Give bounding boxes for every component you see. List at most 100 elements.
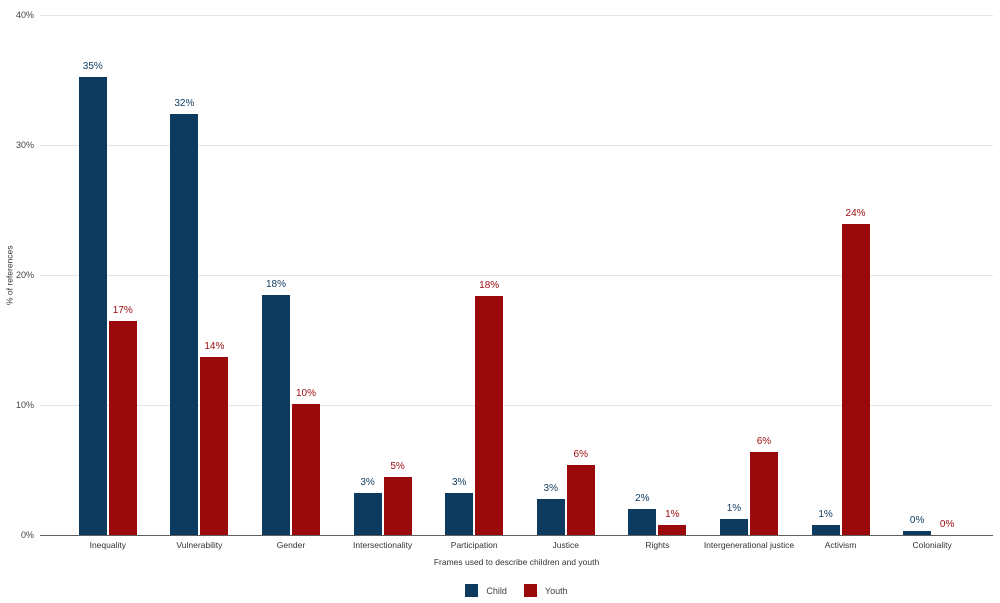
value-label-child-intergenerational-justice: 1% xyxy=(726,503,742,515)
bar-youth-activism xyxy=(841,224,870,535)
bar-wrap-child-vulnerability: 32% xyxy=(170,15,199,535)
bar-child-rights xyxy=(628,509,657,535)
bar-youth-intergenerational-justice xyxy=(749,451,778,535)
bar-child-gender xyxy=(261,294,290,535)
value-label-child-intersectionality: 3% xyxy=(360,477,375,489)
category-label-participation: Participation xyxy=(450,540,498,550)
y-tick-0%: 0% xyxy=(20,530,34,540)
bar-child-justice xyxy=(536,498,565,535)
legend: Child Youth xyxy=(40,584,993,597)
category-label-gender: Gender xyxy=(276,540,306,550)
gridline-40% xyxy=(40,15,993,16)
value-label-child-inequality: 35% xyxy=(82,61,103,73)
gridline-10% xyxy=(40,405,993,406)
bar-youth-gender xyxy=(291,403,320,535)
gridline-20% xyxy=(40,275,993,276)
category-label-justice: Justice xyxy=(552,540,579,550)
bar-youth-justice xyxy=(566,464,595,535)
bar-wrap-youth-coloniality: 0% xyxy=(933,15,961,535)
y-tick-40%: 40% xyxy=(15,10,34,20)
category-label-inequality: Inequality xyxy=(89,540,126,550)
category-label-coloniality: Coloniality xyxy=(912,540,952,550)
bar-wrap-youth-intersectionality: 5% xyxy=(383,15,412,535)
value-label-child-gender: 18% xyxy=(265,278,286,290)
value-label-child-vulnerability: 32% xyxy=(174,97,195,109)
legend-swatch-child xyxy=(465,584,479,597)
value-label-youth-coloniality: 0% xyxy=(939,519,955,530)
bar-wrap-child-inequality: 35% xyxy=(78,15,107,535)
bar-wrap-child-justice: 3% xyxy=(536,15,565,535)
value-label-child-activism: 1% xyxy=(818,508,833,520)
bar-group-intersectionality: 3% 5% xyxy=(337,15,429,535)
value-label-youth-intersectionality: 5% xyxy=(390,460,405,472)
value-label-child-participation: 3% xyxy=(451,477,467,489)
bar-child-coloniality xyxy=(903,531,932,535)
legend-label-child: Child xyxy=(486,585,507,596)
bar-group-rights: 2% 1% xyxy=(612,15,704,535)
category-label-intergenerational-justice: Intergenerational justice xyxy=(703,540,795,550)
bar-group-gender: 18% 10% xyxy=(245,15,337,535)
legend-item-child: Child xyxy=(465,584,507,597)
value-label-youth-participation: 18% xyxy=(479,279,500,291)
bar-child-intersectionality xyxy=(353,493,382,535)
bar-group-participation: 3% 18% xyxy=(428,15,520,535)
bars-layer: 35% 17% 32% 14% 18% 10% 3% 5% 3% 18% 3% 6% 2% 1% 1% 6% 1… xyxy=(62,15,978,535)
bar-wrap-youth-vulnerability: 14% xyxy=(200,15,229,535)
value-label-youth-intergenerational-justice: 6% xyxy=(756,435,772,447)
bar-wrap-youth-activism: 24% xyxy=(841,15,870,535)
bar-youth-participation xyxy=(475,295,504,535)
legend-item-youth: Youth xyxy=(523,584,568,597)
bar-youth-vulnerability xyxy=(200,356,229,535)
bar-group-intergenerational-justice: 1% 6% xyxy=(703,15,795,535)
y-tick-10%: 10% xyxy=(15,400,34,410)
bar-youth-rights xyxy=(658,524,687,535)
bar-youth-intersectionality xyxy=(383,476,412,535)
bar-wrap-youth-participation: 18% xyxy=(475,15,504,535)
bar-child-vulnerability xyxy=(170,113,199,535)
bar-group-coloniality: 0% 0% xyxy=(886,15,978,535)
legend-label-youth: Youth xyxy=(544,585,568,596)
value-label-youth-gender: 10% xyxy=(295,387,316,399)
bar-child-activism xyxy=(811,524,840,535)
bar-child-participation xyxy=(445,493,474,535)
x-axis-title: Frames used to describe children and you… xyxy=(433,557,600,567)
bar-group-activism: 1% 24% xyxy=(795,15,887,535)
bar-wrap-child-intersectionality: 3% xyxy=(353,15,382,535)
category-label-rights: Rights xyxy=(645,540,670,550)
plot-area xyxy=(40,15,993,536)
bar-group-vulnerability: 32% 14% xyxy=(154,15,246,535)
bar-group-inequality: 35% 17% xyxy=(62,15,154,535)
value-label-child-coloniality: 0% xyxy=(909,515,925,527)
bar-wrap-youth-justice: 6% xyxy=(566,15,595,535)
category-label-activism: Activism xyxy=(824,540,857,550)
gridline-30% xyxy=(40,145,993,146)
legend-swatch-youth xyxy=(523,584,537,597)
bar-child-intergenerational-justice xyxy=(719,519,748,535)
bar-wrap-child-participation: 3% xyxy=(445,15,474,535)
value-label-youth-rights: 1% xyxy=(665,508,680,520)
bar-child-inequality xyxy=(78,77,107,535)
value-label-youth-inequality: 17% xyxy=(112,304,133,316)
value-label-youth-vulnerability: 14% xyxy=(204,340,225,352)
category-label-vulnerability: Vulnerability xyxy=(176,540,223,550)
x-axis-category-labels: Inequality Vulnerability Gender Intersectio… xyxy=(62,540,978,550)
bar-wrap-youth-intergenerational-justice: 6% xyxy=(749,15,778,535)
bar-wrap-child-coloniality: 0% xyxy=(903,15,932,535)
value-label-child-rights: 2% xyxy=(635,493,650,504)
category-label-intersectionality: Intersectionality xyxy=(353,540,413,550)
bar-youth-inequality xyxy=(108,320,137,535)
bar-wrap-youth-inequality: 17% xyxy=(108,15,137,535)
value-label-youth-activism: 24% xyxy=(845,208,866,220)
bar-wrap-youth-gender: 10% xyxy=(291,15,320,535)
value-label-child-justice: 3% xyxy=(543,482,558,494)
bar-wrap-youth-rights: 1% xyxy=(658,15,687,535)
y-tick-30%: 30% xyxy=(15,140,34,150)
value-label-youth-justice: 6% xyxy=(573,448,588,460)
bar-wrap-child-gender: 18% xyxy=(261,15,290,535)
bar-wrap-child-activism: 1% xyxy=(811,15,840,535)
y-tick-20%: 20% xyxy=(15,270,34,280)
bar-wrap-child-rights: 2% xyxy=(628,15,657,535)
bar-wrap-child-intergenerational-justice: 1% xyxy=(719,15,748,535)
bar-group-justice: 3% 6% xyxy=(520,15,612,535)
